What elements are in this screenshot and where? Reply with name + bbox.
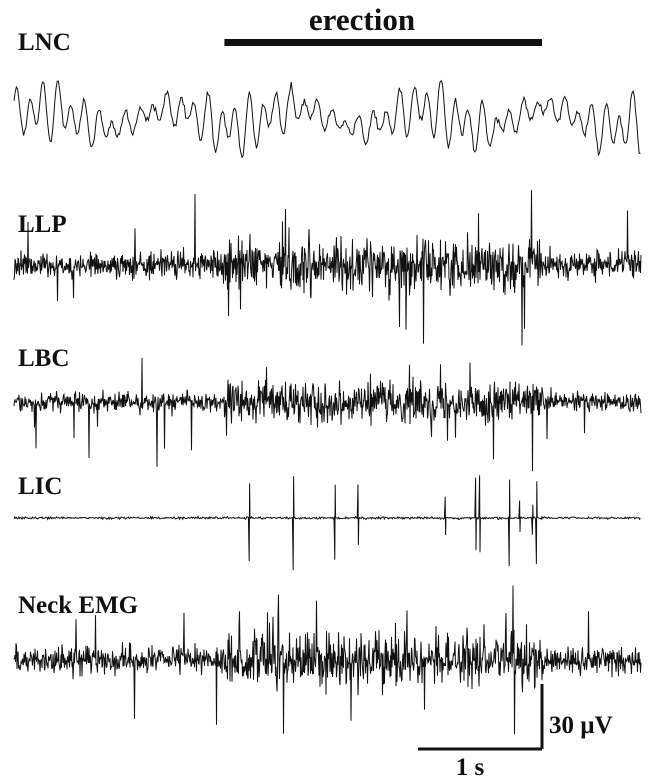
trace-lic [13,475,641,571]
trace-llp [13,190,642,346]
scale-bar: 1 s 30 µV [418,684,613,776]
trace-label-lbc: LBC [18,345,69,372]
trace-lnc [13,79,641,159]
trace-lbc [13,357,642,472]
scale-bar-time-label: 1 s [456,754,485,776]
event-marker: erection [224,2,542,46]
trace-label-llp: LLP [18,211,67,238]
event-marker-label: erection [309,2,415,37]
event-marker-bar [224,39,542,46]
scale-bar-amplitude-label: 30 µV [549,712,613,739]
trace-neck-emg [13,585,642,735]
trace-label-neck-emg: Neck EMG [18,592,138,619]
traces [13,79,642,735]
trace-label-lic: LIC [18,473,62,500]
trace-label-lnc: LNC [18,29,71,56]
